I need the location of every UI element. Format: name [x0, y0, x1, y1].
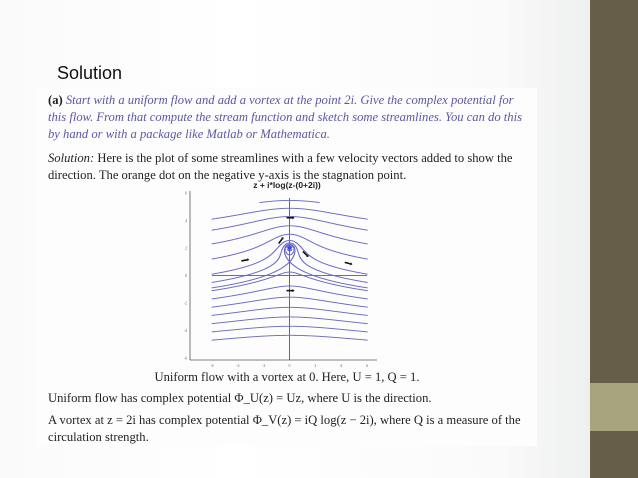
x-tick-label: -2: [262, 363, 265, 368]
uniform-flow-paragraph: Uniform flow has complex potential Φ_U(z…: [48, 390, 534, 407]
velocity-arrow: [345, 262, 351, 263]
slide-title: Solution: [57, 63, 122, 84]
vortex-point: [288, 247, 291, 250]
x-tick-label: 2: [314, 363, 316, 368]
slide-sidebar-band: [590, 383, 638, 431]
x-tick-label: 0: [289, 363, 291, 368]
streamline-plot: -6 -4 -2 0 2 4 6 6 4 2 0 -2 -4 -6: [177, 188, 417, 368]
x-tick-label: -6: [210, 363, 213, 368]
y-tick-label: 2: [185, 246, 187, 251]
x-tick-label: 6: [366, 363, 368, 368]
x-tick-label: 4: [340, 363, 342, 368]
velocity-arrowhead: [247, 258, 249, 261]
question-label: (a): [48, 93, 63, 107]
question-paragraph: (a) Start with a uniform flow and add a …: [48, 92, 534, 143]
velocity-arrow: [241, 260, 247, 261]
x-tick-label: -4: [236, 363, 239, 368]
y-tick-label: 0: [185, 273, 187, 278]
document-image: (a) Start with a uniform flow and add a …: [37, 88, 537, 446]
y-tick-label: -4: [184, 328, 187, 333]
solution-label: Solution:: [48, 151, 94, 165]
y-tick-label: 4: [185, 218, 187, 223]
velocity-arrow: [279, 239, 283, 244]
question-text: Start with a uniform flow and add a vort…: [48, 93, 522, 141]
figure-caption: Uniform flow with a vortex at 0. Here, U…: [37, 370, 537, 385]
vortex-paragraph: A vortex at z = 2i has complex potential…: [48, 412, 534, 446]
y-tick-label: -2: [184, 301, 187, 306]
solution-paragraph: Solution: Here is the plot of some strea…: [48, 150, 534, 184]
y-tick-label: -6: [184, 356, 187, 361]
y-tick-label: 6: [185, 191, 187, 196]
velocity-arrowhead: [293, 289, 295, 292]
solution-text: Here is the plot of some streamlines wit…: [48, 151, 512, 182]
